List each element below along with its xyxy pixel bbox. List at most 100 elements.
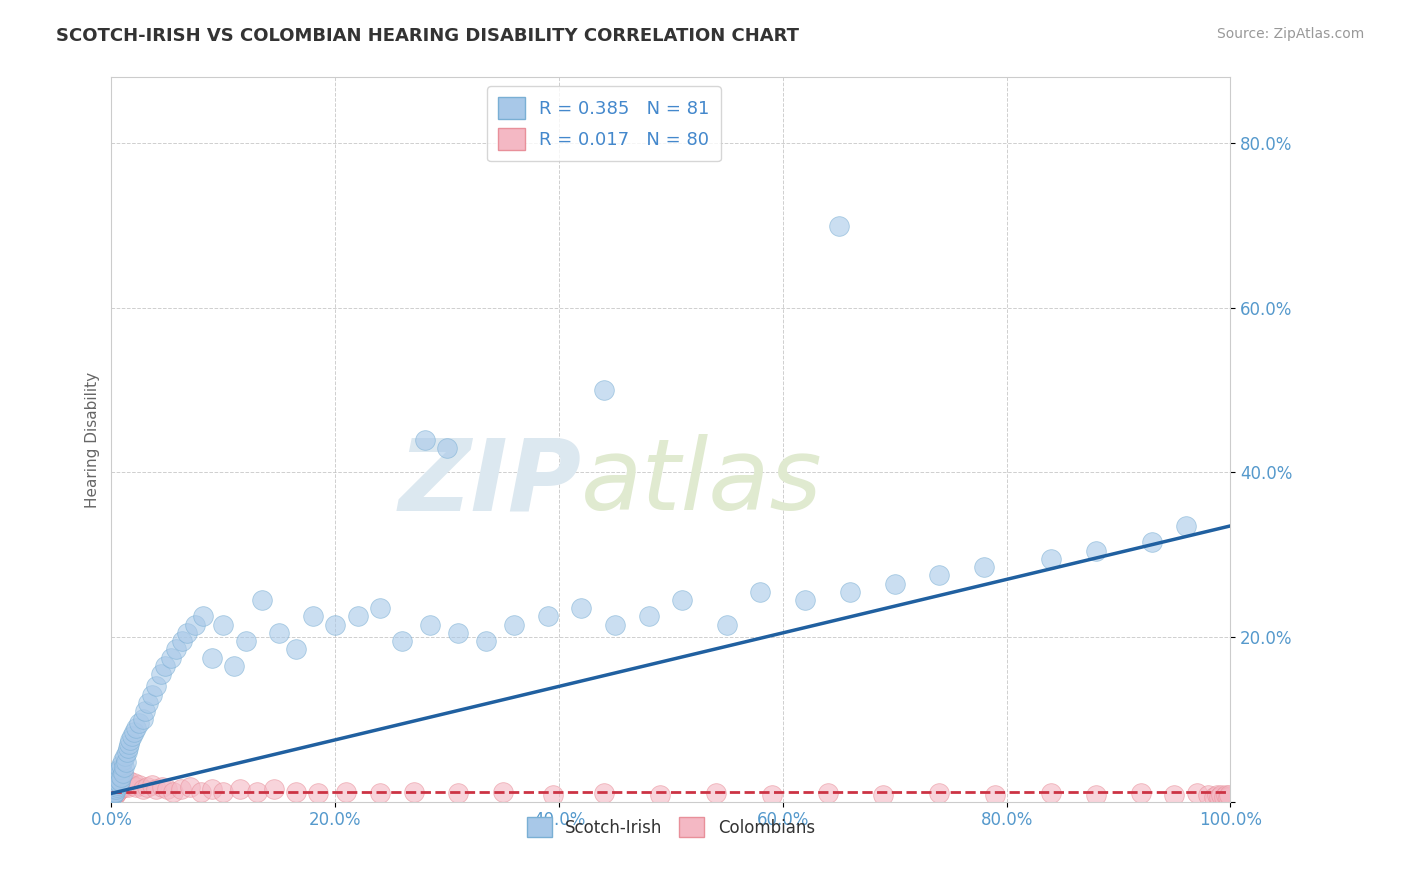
Point xyxy=(118,737,141,751)
Text: Source: ZipAtlas.com: Source: ZipAtlas.com xyxy=(1216,27,1364,41)
Point xyxy=(246,785,269,799)
Point xyxy=(136,780,159,794)
Point xyxy=(872,788,894,802)
Point xyxy=(1040,786,1063,800)
Point xyxy=(716,617,738,632)
Point xyxy=(235,634,257,648)
Point xyxy=(883,576,905,591)
Point xyxy=(134,704,156,718)
Point xyxy=(145,679,167,693)
Point xyxy=(402,785,425,799)
Point xyxy=(110,778,132,792)
Point xyxy=(115,778,138,792)
Point xyxy=(121,778,143,792)
Point xyxy=(285,642,308,657)
Point xyxy=(184,617,207,632)
Point xyxy=(704,786,727,800)
Point xyxy=(101,788,124,802)
Point xyxy=(122,724,145,739)
Point xyxy=(112,760,135,774)
Point xyxy=(761,788,783,802)
Point xyxy=(419,617,441,632)
Point xyxy=(301,609,323,624)
Point xyxy=(179,780,201,794)
Point xyxy=(108,780,131,794)
Point xyxy=(104,786,127,800)
Point xyxy=(156,782,179,797)
Point xyxy=(838,584,860,599)
Point xyxy=(1197,788,1219,802)
Point xyxy=(122,776,145,790)
Point xyxy=(170,782,193,797)
Point xyxy=(413,433,436,447)
Point xyxy=(101,785,124,799)
Point xyxy=(125,780,148,794)
Point xyxy=(224,658,246,673)
Point xyxy=(1206,788,1229,802)
Point xyxy=(149,667,172,681)
Point xyxy=(111,778,134,792)
Point xyxy=(104,782,127,797)
Point xyxy=(1216,789,1239,804)
Point xyxy=(103,782,125,797)
Point xyxy=(285,785,308,799)
Point xyxy=(110,782,132,797)
Point xyxy=(132,712,155,726)
Point xyxy=(190,785,212,799)
Point xyxy=(110,774,132,789)
Point xyxy=(1211,788,1233,802)
Point xyxy=(103,786,125,800)
Point xyxy=(1208,789,1230,804)
Point xyxy=(107,778,129,792)
Point xyxy=(121,729,143,743)
Point xyxy=(269,626,291,640)
Point xyxy=(141,688,163,702)
Point xyxy=(671,593,693,607)
Point xyxy=(1163,788,1185,802)
Point xyxy=(105,780,128,794)
Point xyxy=(592,383,614,397)
Point xyxy=(569,601,592,615)
Point xyxy=(603,617,626,632)
Point xyxy=(128,778,150,792)
Point xyxy=(110,762,132,776)
Point xyxy=(973,560,995,574)
Point xyxy=(141,778,163,792)
Point xyxy=(107,772,129,786)
Point xyxy=(252,593,274,607)
Point xyxy=(817,786,839,800)
Point xyxy=(229,782,252,797)
Point xyxy=(111,776,134,790)
Point xyxy=(170,634,193,648)
Point xyxy=(117,741,139,756)
Point xyxy=(436,441,458,455)
Point xyxy=(1202,789,1225,804)
Point xyxy=(492,785,515,799)
Point xyxy=(368,786,391,800)
Point xyxy=(928,786,950,800)
Point xyxy=(984,788,1007,802)
Point xyxy=(112,780,135,794)
Point xyxy=(201,782,224,797)
Point xyxy=(323,617,346,632)
Point xyxy=(105,785,128,799)
Point xyxy=(108,776,131,790)
Point xyxy=(648,788,671,802)
Point xyxy=(115,745,138,759)
Point xyxy=(637,609,659,624)
Point xyxy=(104,788,127,802)
Point xyxy=(107,782,129,797)
Point xyxy=(101,785,124,799)
Point xyxy=(794,593,817,607)
Point xyxy=(1218,788,1240,802)
Point xyxy=(162,785,184,799)
Point xyxy=(335,785,357,799)
Point xyxy=(447,786,470,800)
Point xyxy=(475,634,498,648)
Point xyxy=(110,757,132,772)
Point xyxy=(828,219,851,233)
Point xyxy=(1085,788,1108,802)
Point xyxy=(105,765,128,780)
Point xyxy=(212,785,235,799)
Point xyxy=(103,788,125,802)
